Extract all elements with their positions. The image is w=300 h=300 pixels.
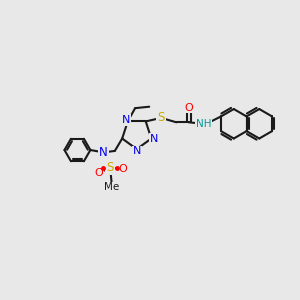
Text: O: O [184, 103, 193, 112]
Text: S: S [106, 161, 114, 174]
Text: NH: NH [196, 119, 212, 129]
Text: N: N [122, 115, 130, 125]
Text: O: O [118, 164, 127, 174]
Text: O: O [94, 168, 103, 178]
Text: S: S [158, 111, 165, 124]
Text: N: N [99, 146, 108, 159]
Text: Me: Me [104, 182, 119, 192]
Text: N: N [133, 146, 141, 157]
Text: N: N [150, 134, 158, 143]
